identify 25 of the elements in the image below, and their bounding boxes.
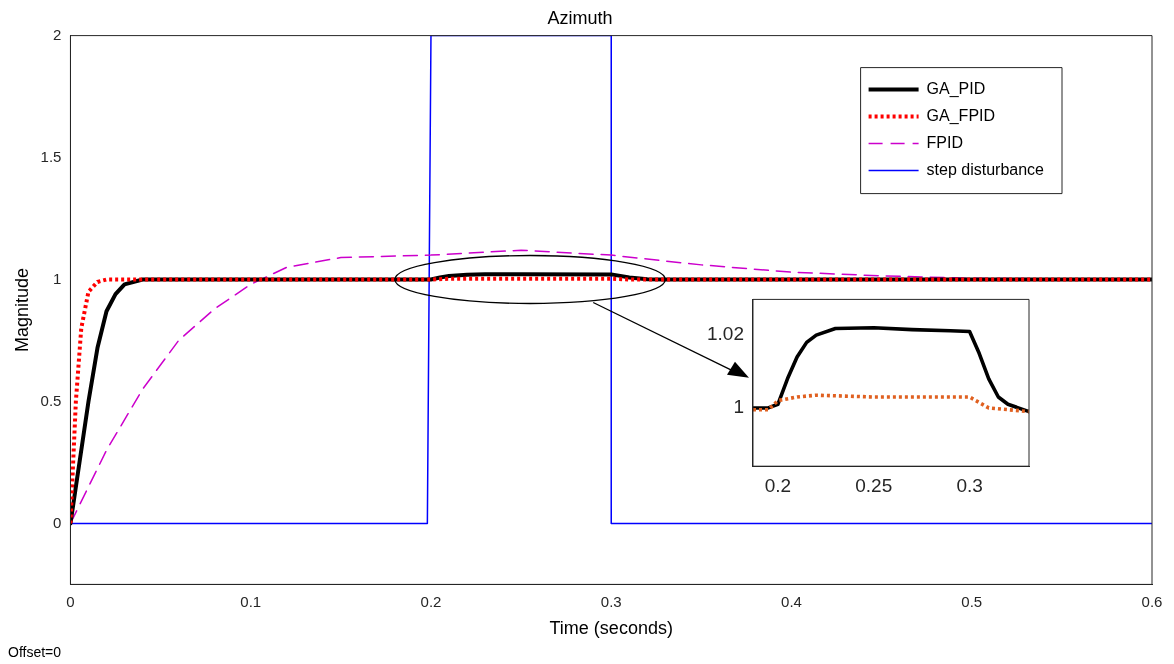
x-tick-label: 0.3 — [600, 592, 622, 610]
y-tick-label: 0 — [53, 513, 62, 531]
x-tick-label: 0.2 — [764, 474, 792, 496]
y-axis-title: Magnitude — [11, 267, 32, 353]
legend-label: FPID — [926, 134, 964, 152]
chart-title: Azimuth — [547, 7, 613, 28]
y-tick-label: 1.02 — [707, 323, 744, 345]
y-tick-label: 0.5 — [40, 391, 62, 409]
x-axis-title: Time (seconds) — [549, 618, 673, 639]
y-tick-label: 1 — [733, 396, 744, 418]
y-tick-label: 2 — [53, 25, 62, 43]
x-tick-label: 0.4 — [781, 592, 802, 610]
x-tick-label: 0.6 — [1141, 592, 1163, 610]
y-tick-label: 1 — [53, 269, 62, 287]
x-tick-label: 0.2 — [420, 592, 442, 610]
x-tick-label: 0.25 — [855, 474, 893, 496]
legend-label: GA_FPID — [926, 107, 996, 126]
legend-label: GA_PID — [926, 80, 986, 99]
y-tick-label: 1.5 — [40, 147, 62, 165]
text: Offset=0 — [8, 643, 62, 660]
x-tick-label: 0.3 — [956, 474, 983, 496]
x-tick-label: 0.1 — [240, 592, 262, 610]
x-tick-label: 0 — [66, 592, 75, 610]
legend-label: step disturbance — [926, 161, 1045, 179]
x-tick-label: 0.5 — [961, 592, 983, 610]
